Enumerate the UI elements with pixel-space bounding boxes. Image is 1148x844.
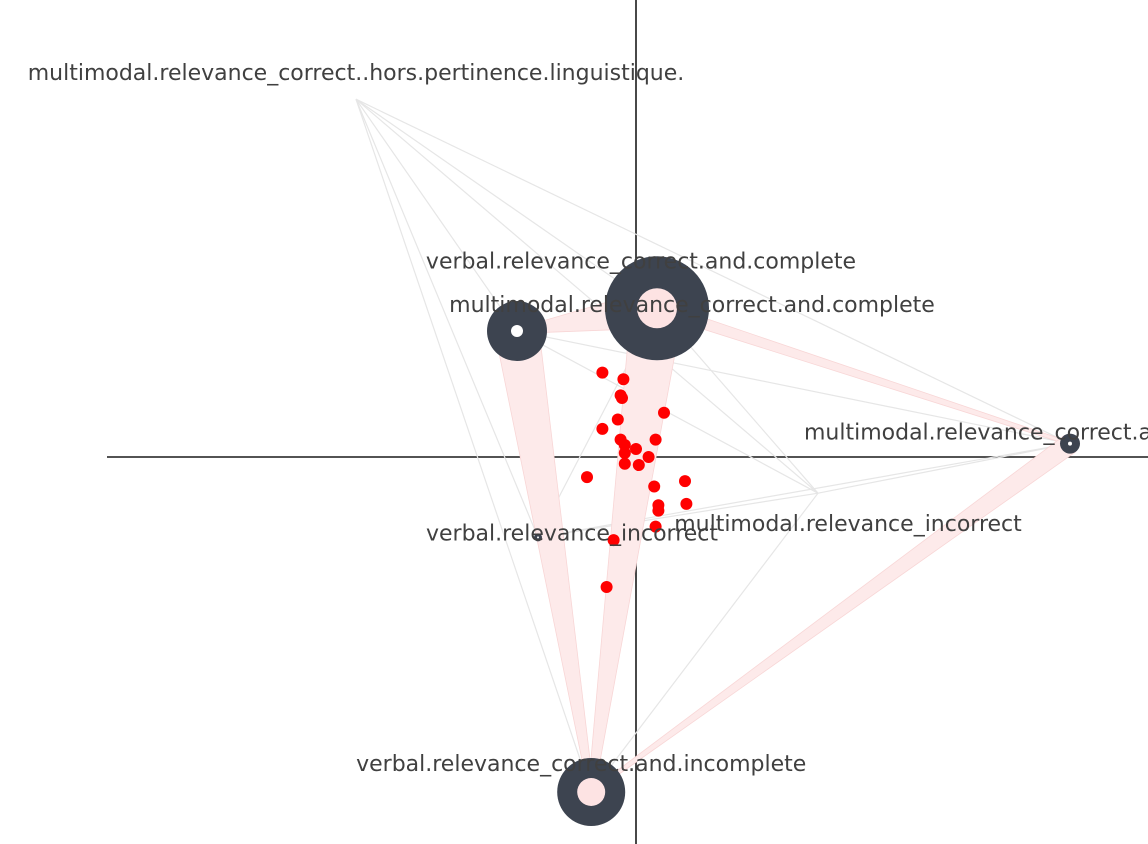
- individual-point-22: [649, 520, 662, 533]
- individual-point-19: [680, 497, 693, 510]
- individual-point-7: [596, 422, 609, 435]
- link-mm_hors-mm_cc: [355, 98, 518, 332]
- weighted-link-mm_cci-vb_cci: [589, 434, 1077, 794]
- link-mm_hors-vb_cci: [355, 99, 592, 793]
- individual-point-18: [648, 480, 661, 493]
- individual-point-13: [642, 451, 655, 463]
- individual-point-4: [616, 392, 628, 405]
- category-labels: multimodal.relevance_correct..hors.perti…: [28, 61, 1148, 777]
- individual-point-2: [617, 373, 630, 386]
- individual-point-16: [581, 471, 593, 484]
- weighted-links: [494, 288, 1077, 794]
- category-label-mm_inc: multimodal.relevance_incorrect: [674, 512, 1022, 537]
- link-mm_hors-vb_inc: [355, 98, 539, 538]
- category-label-mm_cci: multimodal.relevance_correct.and.incompl…: [804, 421, 1148, 446]
- individual-point-17: [679, 475, 691, 488]
- link-mm_inc-vb_inc: [537, 492, 819, 538]
- link-mm_cc-mm_cci: [516, 330, 1071, 445]
- individual-point-5: [658, 406, 670, 419]
- individual-point-15: [632, 459, 645, 472]
- category-label-vb_cci: verbal.relevance_correct.and.incomplete: [356, 752, 806, 777]
- individual-point-1: [596, 366, 609, 379]
- individual-points: [581, 366, 693, 593]
- category-node-core-mm_cci: [1068, 441, 1072, 446]
- category-nodes: [487, 256, 1080, 826]
- weighted-link-mm_cc-vb_cci: [494, 327, 595, 793]
- individual-point-14: [618, 457, 631, 470]
- link-mm_hors-mm_cci: [355, 98, 1071, 445]
- category-label-vb_cc: verbal.relevance_correct.and.complete: [426, 249, 856, 274]
- individual-point-12: [618, 446, 631, 459]
- individual-point-9: [649, 433, 662, 446]
- category-label-mm_hors: multimodal.relevance_correct..hors.perti…: [28, 61, 685, 86]
- category-node-core-vb_inc: [537, 536, 539, 539]
- link-mm_cci-mm_inc: [817, 443, 1071, 494]
- category-node-core-vb_cci: [577, 778, 606, 806]
- link-mm_hors-mm_inc: [355, 98, 819, 494]
- category-node-core-vb_cc: [637, 288, 677, 329]
- category-label-vb_inc: verbal.relevance_incorrect: [426, 521, 718, 546]
- link-mm_hors-vb_cc: [355, 98, 658, 309]
- light-links: [355, 98, 1071, 793]
- link-mm_inc-vb_cci: [590, 492, 819, 793]
- individual-point-6: [611, 413, 624, 426]
- individual-point-24: [600, 580, 613, 593]
- category-label-mm_cc: multimodal.relevance_correct.and.complet…: [449, 293, 935, 318]
- category-node-core-mm_cc: [511, 325, 523, 338]
- individual-point-21: [652, 504, 665, 517]
- individual-point-23: [607, 534, 620, 547]
- individual-point-11: [630, 442, 642, 455]
